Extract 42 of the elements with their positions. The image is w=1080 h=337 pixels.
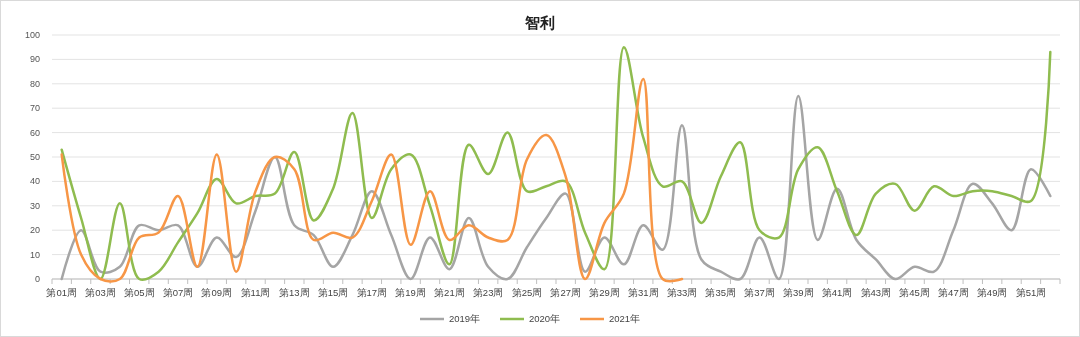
x-tick-label: 第37周 — [744, 287, 775, 298]
y-tick-label: 20 — [29, 225, 40, 236]
x-tick-label: 第51周 — [1015, 287, 1047, 298]
line-series — [60, 45, 1052, 281]
x-tick-label: 第25周 — [511, 287, 543, 298]
y-tick-label: 60 — [29, 127, 40, 138]
y-tick-label: 50 — [29, 152, 40, 162]
x-tick-label: 第09周 — [201, 287, 233, 298]
x-tick-label: 第45周 — [899, 287, 930, 298]
legend-label: 2020年 — [529, 313, 561, 324]
x-tick-label: 第39周 — [783, 287, 814, 298]
y-tick-label: 90 — [29, 54, 40, 65]
y-tick-label: 70 — [29, 103, 40, 114]
x-tick-label: 第15周 — [317, 287, 349, 298]
y-tick-label: 30 — [29, 200, 40, 211]
x-tick-label: 第27周 — [550, 287, 581, 298]
y-tick-label: 100 — [24, 30, 40, 40]
x-tick-label: 第01周 — [46, 287, 77, 298]
chart-title: 智利 — [524, 14, 555, 31]
x-tick-label: 第19周 — [395, 287, 426, 298]
x-tick-label: 第33周 — [666, 287, 698, 298]
x-tick-label: 第47周 — [938, 287, 969, 298]
legend-label: 2021年 — [609, 313, 641, 324]
y-tick-label: 40 — [29, 176, 40, 187]
x-tick-label: 第13周 — [279, 287, 310, 298]
legend-label: 2019年 — [449, 313, 481, 324]
x-tick-label: 第11周 — [240, 287, 271, 298]
y-tick-label: 10 — [29, 249, 40, 260]
x-tick-label: 第07周 — [162, 287, 194, 298]
x-tick-label: 第05周 — [123, 287, 155, 298]
x-tick-label: 第41周 — [821, 287, 853, 298]
x-tick-label: 第23周 — [472, 287, 504, 298]
x-tick-label: 第43周 — [860, 287, 892, 298]
x-tick-label: 第29周 — [589, 287, 620, 298]
x-tick-label: 第03周 — [85, 287, 116, 298]
y-tick-label: 80 — [29, 78, 40, 89]
x-tick-label: 第21周 — [434, 287, 465, 298]
x-tick-label: 第31周 — [627, 287, 659, 298]
x-tick-label: 第35周 — [705, 287, 737, 298]
y-tick-label: 0 — [34, 274, 40, 284]
x-tick-label: 第17周 — [356, 287, 388, 298]
x-tick-label: 第49周 — [976, 287, 1008, 298]
